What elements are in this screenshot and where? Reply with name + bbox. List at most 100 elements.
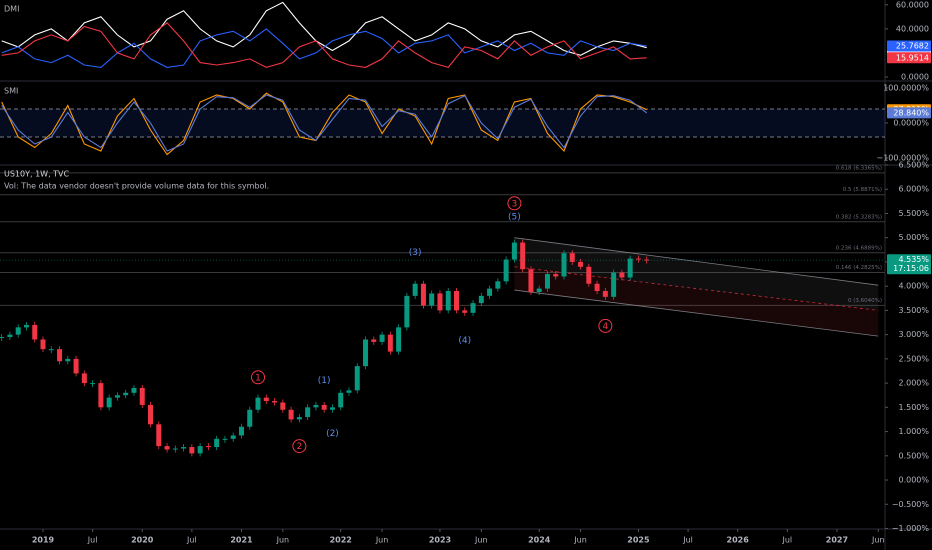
wave-circle (507, 196, 522, 211)
y-tick-label: 3.000% (898, 330, 929, 339)
x-tick-label: 2024 (528, 536, 551, 545)
wave-label: (2) (326, 429, 339, 439)
countdown: 17:15:06 (893, 264, 929, 273)
x-tick-label: Jun (276, 536, 290, 545)
candle (445, 291, 451, 311)
candle (602, 291, 608, 297)
candle (387, 334, 393, 352)
y-tick-label: 3.500% (898, 306, 929, 315)
candle (32, 324, 38, 340)
y-tick-label: 0.0000% (893, 118, 929, 127)
y-tick-label: 1.500% (898, 403, 929, 412)
candle (181, 447, 187, 449)
channel-line (514, 237, 879, 286)
candle (296, 417, 302, 420)
value-badge-label: 25.7682 (896, 41, 929, 50)
candle (7, 334, 13, 338)
candle (437, 293, 443, 311)
candle (321, 404, 327, 410)
candle (396, 327, 402, 352)
x-tick-label: Jun (871, 536, 885, 545)
fib-label: 0.146 (4.2825%) (836, 265, 882, 271)
candle (429, 293, 435, 306)
candle (40, 339, 46, 350)
candle (578, 261, 584, 267)
candle (454, 291, 459, 311)
candle (139, 387, 145, 405)
wave-label: 4 (602, 322, 608, 332)
candle (57, 349, 63, 362)
candle (81, 373, 87, 384)
candle (420, 283, 426, 306)
x-tick-label: Jul (186, 536, 197, 545)
smi-title: SMI (4, 87, 18, 96)
wave-circle (292, 439, 307, 454)
x-tick-label: 2022 (330, 536, 352, 545)
y-tick-label: 0.500% (898, 451, 929, 460)
candle (48, 349, 54, 351)
wave-label: 2 (297, 442, 303, 452)
x-tick-label: Jul (781, 536, 792, 545)
x-tick-label: 2019 (32, 536, 55, 545)
y-tick-label: 2.500% (898, 354, 929, 363)
value-badge (887, 107, 931, 119)
wave-label: 1 (255, 373, 261, 383)
y-tick-label: 5.000% (898, 233, 929, 242)
y-tick-label: −1.000% (892, 524, 930, 533)
value-badge-label: 28.840% (893, 108, 929, 117)
candle (354, 366, 360, 391)
candle (238, 426, 244, 436)
candle (635, 258, 641, 260)
candle (15, 327, 21, 335)
channel-line (514, 289, 879, 337)
candle (404, 295, 410, 328)
x-tick-label: 2021 (230, 536, 253, 545)
y-tick-label: 1.000% (898, 427, 929, 436)
candle (131, 387, 137, 393)
dmi-title: DMI (4, 5, 19, 14)
wave-circle (598, 318, 613, 333)
y-tick-label: 6.500% (898, 161, 929, 170)
symbol-title: US10Y, 1W, TVC (4, 170, 70, 179)
last-price-badge (887, 254, 931, 275)
y-tick-label: 0.000% (898, 476, 929, 485)
candle (371, 339, 377, 342)
value-badge (887, 40, 931, 52)
value-badge-label: 15.9514 (896, 53, 929, 62)
candle (73, 358, 79, 374)
series-line (1, 94, 648, 152)
series-line (1, 1, 647, 56)
candle (114, 395, 120, 398)
candle (627, 258, 633, 278)
candle (536, 288, 542, 292)
candle (272, 401, 278, 403)
candle (164, 446, 170, 450)
candle (520, 242, 526, 270)
y-tick-label: 2.000% (898, 379, 929, 388)
x-tick-label: 2020 (131, 536, 154, 545)
candle (247, 409, 253, 427)
y-tick-label: 6.000% (898, 185, 929, 194)
candle (503, 259, 509, 282)
candle (470, 303, 476, 313)
candle (478, 295, 484, 304)
fib-label: 0 (3.6040%) (848, 298, 882, 304)
fib-label: 0.618 (6.3365%) (836, 165, 882, 171)
candle (544, 274, 550, 289)
wave-label: (3) (409, 248, 422, 258)
candle (528, 269, 534, 292)
fib-label: 0.236 (4.6889%) (836, 245, 882, 251)
candle (123, 392, 129, 396)
candle (346, 390, 352, 393)
y-tick-label: 40.0000 (896, 24, 929, 33)
candle (619, 272, 625, 278)
candle (106, 397, 112, 408)
candle (230, 435, 236, 439)
x-tick-label: Jun (573, 536, 587, 545)
candle (280, 402, 286, 410)
candle (205, 446, 211, 448)
x-tick-label: Jun (375, 536, 389, 545)
wave-label: (1) (318, 376, 331, 386)
